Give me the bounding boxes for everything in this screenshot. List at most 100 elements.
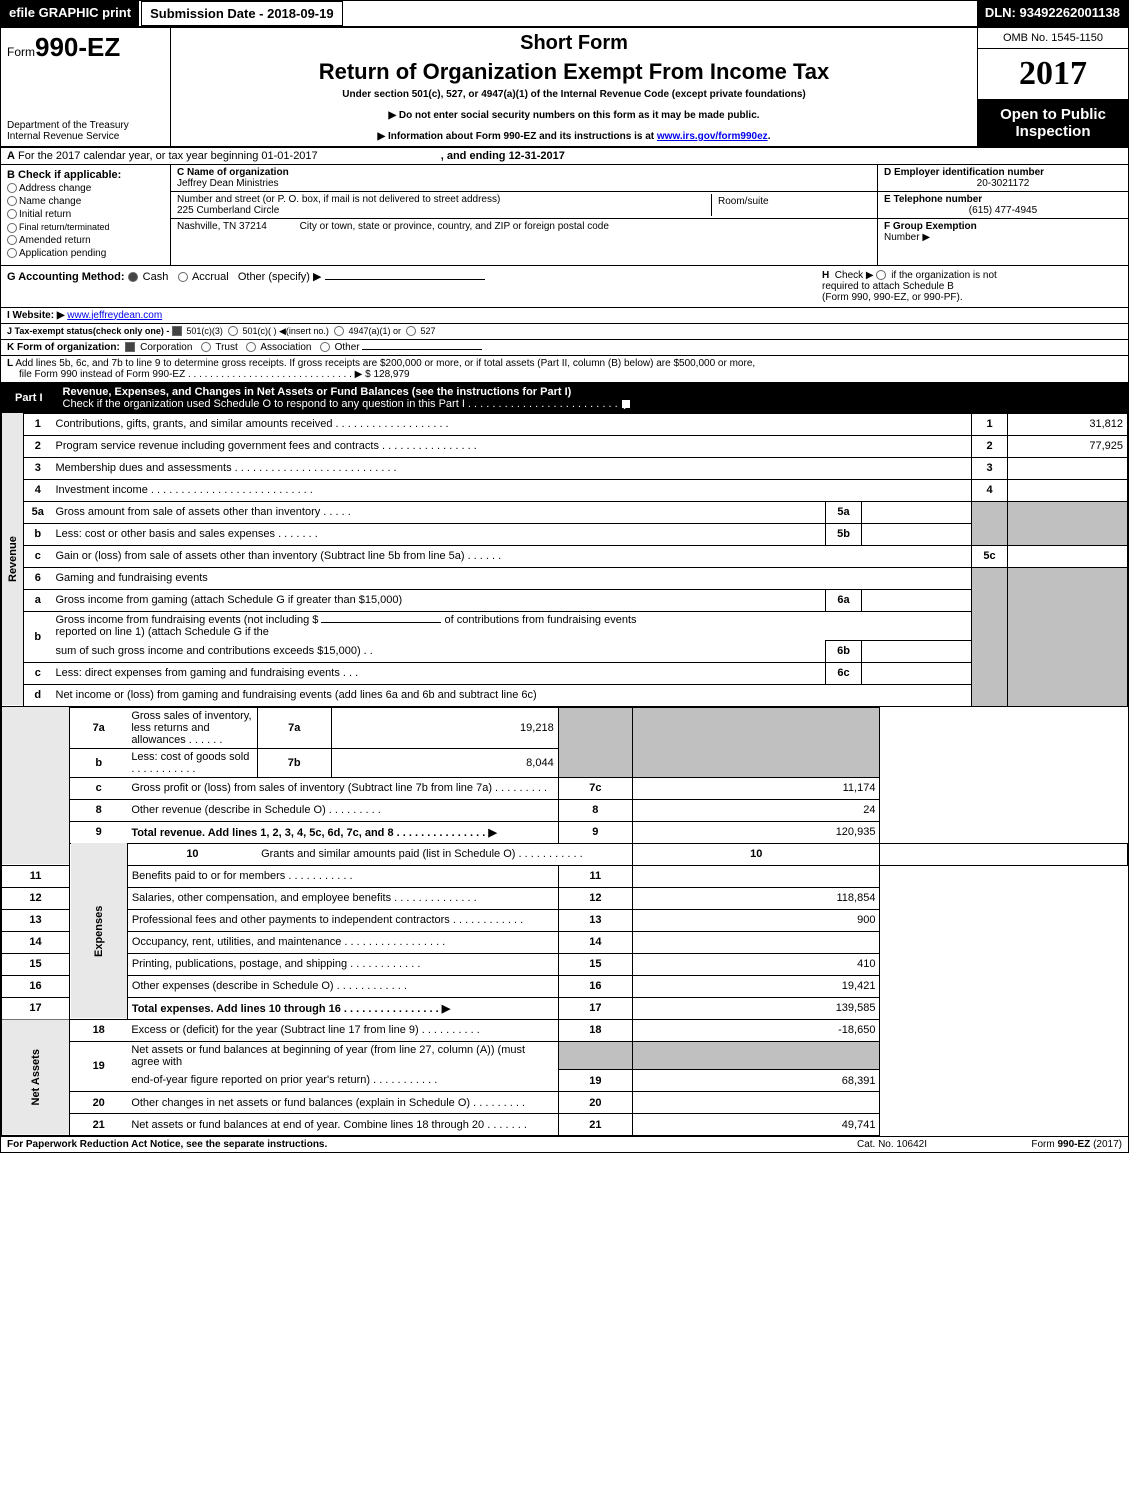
other-method-input[interactable]	[325, 279, 485, 280]
row-g-h: G Accounting Method: Cash Accrual Other …	[1, 266, 1128, 308]
netassets-sidelabel: Net Assets	[2, 1019, 70, 1136]
checkbox-address-change[interactable]: Address change	[7, 183, 164, 194]
city-label: City or town, state or province, country…	[300, 221, 609, 232]
checkbox-final-return[interactable]: Final return/terminated	[7, 222, 164, 233]
checkbox-other-org[interactable]	[320, 342, 330, 352]
line-5a-desc: Gross amount from sale of assets other t…	[52, 501, 826, 523]
e-label: E Telephone number	[884, 194, 982, 205]
form-subtitle: Under section 501(c), 527, or 4947(a)(1)…	[177, 89, 971, 100]
line-1-amount: 31,812	[1008, 413, 1128, 435]
expenses-sidelabel: Expenses	[70, 843, 128, 1019]
header-right: OMB No. 1545-1150 2017 Open to Public In…	[978, 28, 1128, 146]
checkbox-527[interactable]	[406, 326, 416, 336]
line-6b-desc: Gross income from fundraising events (no…	[52, 611, 972, 640]
line-13-amount: 900	[632, 909, 880, 931]
checkbox-initial-return[interactable]: Initial return	[7, 209, 164, 220]
short-form-label: Short Form	[177, 32, 971, 55]
dln-label: DLN: 93492262001138	[977, 1, 1128, 26]
checkbox-schedule-o[interactable]: ✓	[621, 399, 631, 409]
part-1-table: Revenue 1 Contributions, gifts, grants, …	[1, 413, 1128, 707]
line-7b-desc: Less: cost of goods sold . . . . . . . .…	[127, 748, 257, 777]
checkbox-trust[interactable]	[201, 342, 211, 352]
tax-year: 2017	[978, 49, 1128, 100]
section-b-to-f: B Check if applicable: Address change Na…	[1, 165, 1128, 266]
line-19-desc: Net assets or fund balances at beginning…	[127, 1041, 558, 1070]
line-15-amount: 410	[632, 953, 880, 975]
street-label: Number and street (or P. O. box, if mail…	[177, 194, 711, 205]
checkbox-application-pending[interactable]: Application pending	[7, 248, 164, 259]
f-label: F Group Exemption	[884, 221, 977, 232]
part-1-table-cont: . d 7a Gross sales of inventory, less re…	[1, 707, 1128, 1137]
accounting-method: G Accounting Method: Cash Accrual Other …	[7, 270, 822, 303]
cat-no: Cat. No. 10642I	[822, 1139, 962, 1150]
line-1-desc: Contributions, gifts, grants, and simila…	[52, 413, 972, 435]
line-21-amount: 49,741	[632, 1114, 880, 1136]
c-label: C Name of organization	[177, 167, 289, 178]
footer: For Paperwork Reduction Act Notice, see …	[1, 1136, 1128, 1152]
line-6-desc: Gaming and fundraising events	[52, 567, 972, 589]
submission-date: Submission Date - 2018-09-19	[141, 1, 343, 26]
line-8-amount: 24	[632, 799, 880, 821]
header-left: Form990-EZ Department of the Treasury In…	[1, 28, 171, 146]
form-number: Form990-EZ	[7, 32, 164, 63]
line-5b-desc: Less: cost or other basis and sales expe…	[52, 523, 826, 545]
line-5c-desc: Gain or (loss) from sale of assets other…	[52, 545, 972, 567]
phone-value: (615) 477-4945	[884, 205, 1122, 216]
line-7c-desc: Gross profit or (loss) from sales of inv…	[127, 777, 558, 799]
checkbox-corporation[interactable]	[125, 342, 135, 352]
line-15-desc: Printing, publications, postage, and shi…	[127, 953, 558, 975]
instruction-1: ▶ Do not enter social security numbers o…	[177, 110, 971, 121]
line-18-desc: Excess or (deficit) for the year (Subtra…	[127, 1019, 558, 1041]
line-7c-amount: 11,174	[632, 777, 880, 799]
radio-accrual[interactable]	[178, 272, 188, 282]
checkbox-name-change[interactable]: Name change	[7, 196, 164, 207]
checkbox-4947[interactable]	[334, 326, 344, 336]
line-16-desc: Other expenses (describe in Schedule O) …	[127, 975, 558, 997]
org-name: Jeffrey Dean Ministries	[177, 178, 871, 189]
checkbox-h[interactable]	[876, 270, 886, 280]
checkbox-501c3[interactable]	[172, 326, 182, 336]
line-16-amount: 19,421	[632, 975, 880, 997]
line-21-desc: Net assets or fund balances at end of ye…	[127, 1114, 558, 1136]
revenue-sidelabel: Revenue	[2, 413, 24, 706]
checkbox-501c[interactable]	[228, 326, 238, 336]
checkbox-amended-return[interactable]: Amended return	[7, 235, 164, 246]
d-label: D Employer identification number	[884, 167, 1044, 178]
line-8-desc: Other revenue (describe in Schedule O) .…	[127, 799, 558, 821]
paperwork-notice: For Paperwork Reduction Act Notice, see …	[7, 1139, 822, 1150]
col-c: C Name of organization Jeffrey Dean Mini…	[171, 165, 878, 265]
department-label: Department of the Treasury Internal Reve…	[7, 120, 164, 142]
form-ref: Form 990-EZ (2017)	[962, 1139, 1122, 1150]
radio-cash[interactable]	[128, 272, 138, 282]
line-2-desc: Program service revenue including govern…	[52, 435, 972, 457]
form990ez-link[interactable]: www.irs.gov/form990ez	[657, 131, 768, 142]
row-a: A For the 2017 calendar year, or tax yea…	[1, 148, 1128, 165]
row-k-org-form: K Form of organization: Corporation Trus…	[1, 340, 1128, 356]
street-value: 225 Cumberland Circle	[177, 205, 711, 216]
checkbox-association[interactable]	[246, 342, 256, 352]
line-2-amount: 77,925	[1008, 435, 1128, 457]
form-990ez: efile GRAPHIC print Submission Date - 20…	[0, 0, 1129, 1153]
topbar: efile GRAPHIC print Submission Date - 20…	[1, 1, 1128, 28]
instruction-2: ▶ Information about Form 990-EZ and its …	[177, 131, 971, 142]
line-17-amount: 139,585	[632, 997, 880, 1019]
line-11-desc: Benefits paid to or for members . . . . …	[127, 865, 558, 887]
form-title: Return of Organization Exempt From Incom…	[177, 59, 971, 85]
header: Form990-EZ Department of the Treasury In…	[1, 28, 1128, 148]
header-center: Short Form Return of Organization Exempt…	[171, 28, 978, 146]
col-d-e-f: D Employer identification number 20-3021…	[878, 165, 1128, 265]
website-link[interactable]: www.jeffreydean.com	[67, 310, 162, 321]
row-i-website: I Website: ▶ www.jeffreydean.com	[1, 308, 1128, 324]
part-1-header: Part I Revenue, Expenses, and Changes in…	[1, 383, 1128, 413]
line-3-desc: Membership dues and assessments . . . . …	[52, 457, 972, 479]
line-12-desc: Salaries, other compensation, and employ…	[127, 887, 558, 909]
line-7a-desc: Gross sales of inventory, less returns a…	[127, 707, 257, 748]
line-14-desc: Occupancy, rent, utilities, and maintena…	[127, 931, 558, 953]
col-b: B Check if applicable: Address change Na…	[1, 165, 171, 265]
ein-value: 20-3021172	[884, 178, 1122, 189]
row-l: L Add lines 5b, 6c, and 7b to line 9 to …	[1, 356, 1128, 383]
line-9-desc: Total revenue. Add lines 1, 2, 3, 4, 5c,…	[127, 821, 558, 843]
h-check: H Check ▶ if the organization is not req…	[822, 270, 1122, 303]
row-j-tax-status: J Tax-exempt status(check only one) - 50…	[1, 324, 1128, 340]
line-6a-desc: Gross income from gaming (attach Schedul…	[52, 589, 826, 611]
